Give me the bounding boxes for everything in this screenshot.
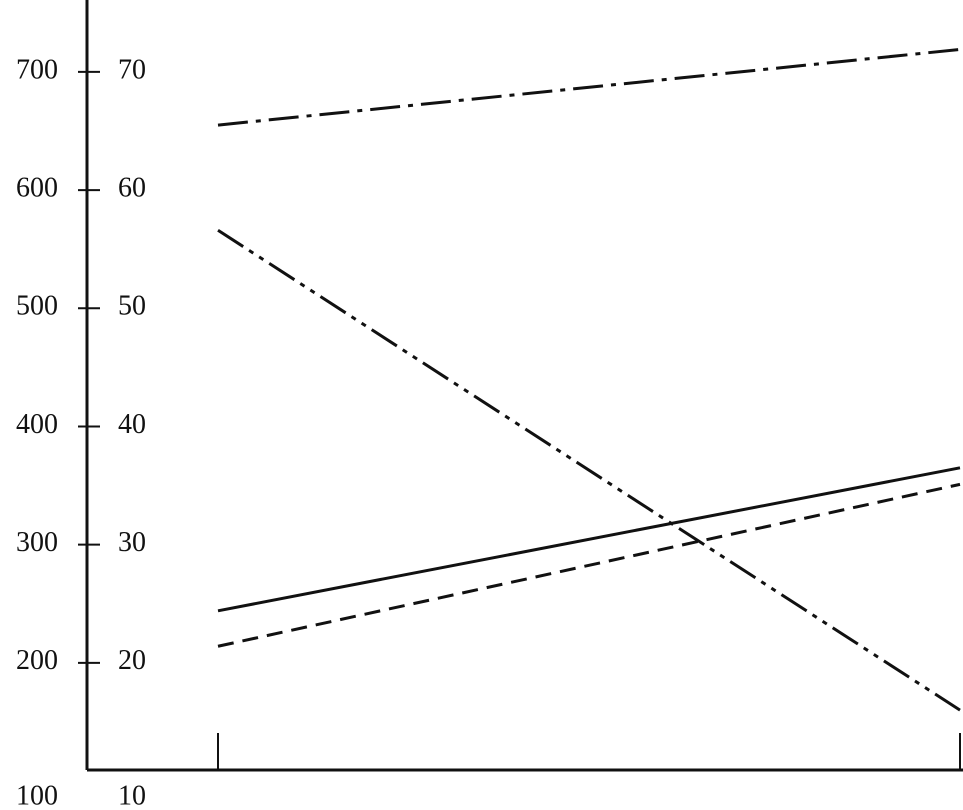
line-series	[217, 47, 961, 127]
y2-tick-label: 60	[118, 173, 146, 204]
line-series	[217, 466, 961, 613]
y-tick-label: 100	[16, 780, 58, 810]
y-tick-label: 600	[16, 173, 58, 204]
y-tick-label: 400	[16, 409, 58, 440]
line-series	[217, 482, 961, 648]
y-tick-label: 300	[16, 527, 58, 558]
y2-tick-label: 30	[118, 527, 146, 558]
y2-tick-label: 10	[118, 780, 146, 810]
y2-tick-label: 20	[118, 645, 146, 676]
y-tick-label: 200	[16, 645, 58, 676]
y2-tick-label: 50	[118, 291, 146, 322]
y2-tick-label: 70	[118, 54, 146, 85]
y2-tick-label: 40	[118, 409, 146, 440]
y-tick-label: 500	[16, 291, 58, 322]
line-series	[217, 229, 961, 712]
y-tick-label: 700	[16, 54, 58, 85]
